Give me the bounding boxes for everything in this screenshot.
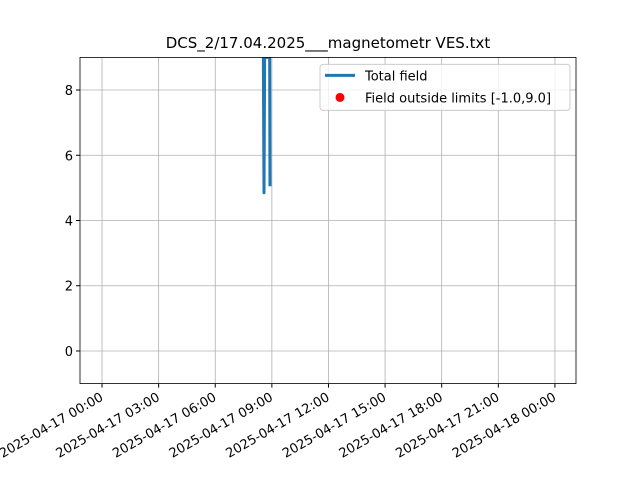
x-tick-label: 2025-04-17 03:00 [54,390,163,462]
legend-label: Total field [364,69,428,84]
y-tick-label: 2 [65,280,73,295]
legend-box [319,63,571,111]
legend-swatch [335,92,345,102]
plot-area [261,57,272,195]
x-tick-label: 2025-04-17 15:00 [280,390,389,462]
x-tick-label: 2025-04-17 12:00 [224,390,333,462]
x-tick-label: 2025-04-17 06:00 [110,390,219,462]
y-tick-label: 4 [65,215,73,230]
series-line [261,57,272,195]
axes-frame [79,57,577,385]
x-tick-label: 2025-04-17 00:00 [0,390,106,462]
x-tick-label: 2025-04-18 00:00 [450,390,559,462]
y-tick-label: 0 [65,345,73,360]
x-tick-label: 2025-04-17 21:00 [393,390,502,462]
x-tick-label: 2025-04-17 18:00 [337,390,446,462]
chart-title: DCS_2/17.04.2025___magnetometr VES.txt [166,34,491,53]
y-tick-label: 8 [65,84,73,99]
y-tick-label: 6 [65,149,73,164]
x-tick-label: 2025-04-17 09:00 [167,390,276,462]
legend-label: Field outside limits [-1.0,9.0] [365,91,551,106]
